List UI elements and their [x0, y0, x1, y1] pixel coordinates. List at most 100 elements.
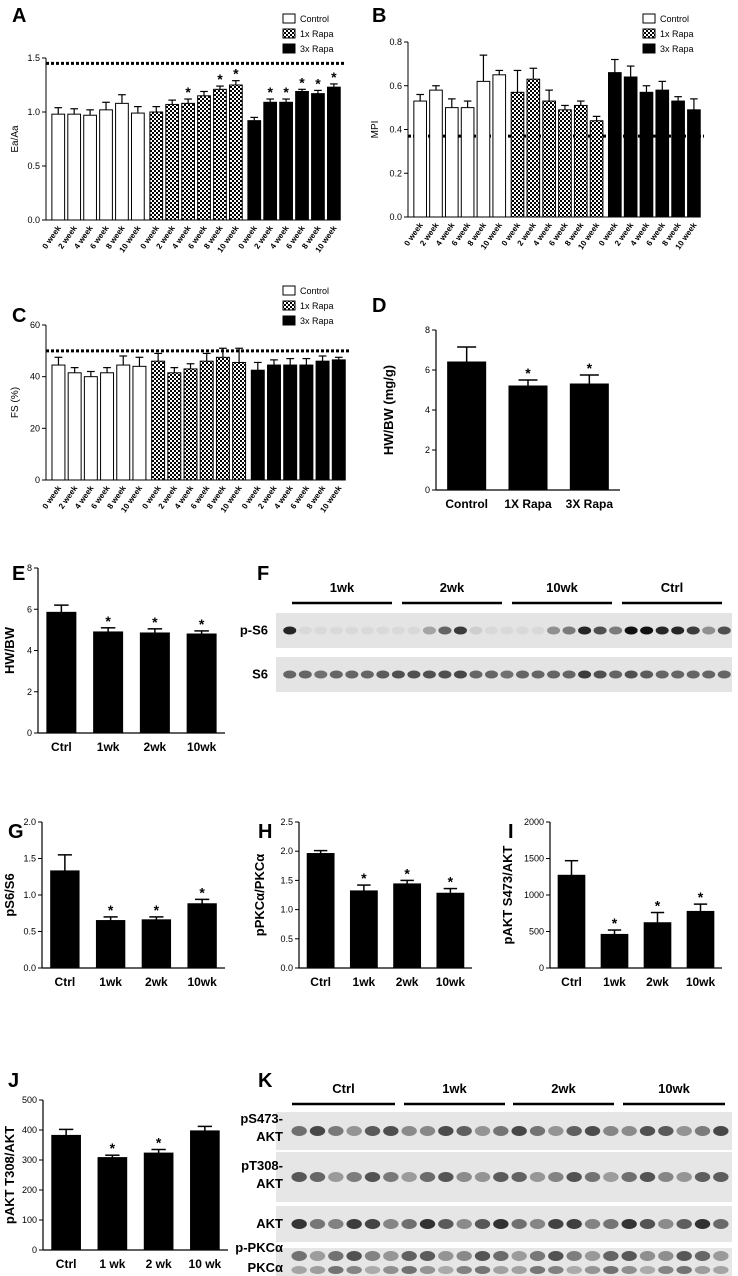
blot-band: [603, 1266, 619, 1274]
x-tick-label: 2wk: [144, 740, 167, 754]
y-tick-label: 2000: [524, 817, 544, 827]
blot-band: [438, 626, 452, 635]
bar: [213, 88, 227, 221]
legend-label: Control: [660, 14, 689, 24]
y-tick-label: 0.8: [389, 37, 402, 47]
blot-band: [676, 1219, 692, 1229]
bar: [181, 102, 195, 221]
bar: [165, 103, 180, 221]
blot-row-label: p-S6: [240, 623, 268, 638]
blot-strip: [276, 1264, 732, 1276]
bar: [608, 72, 622, 218]
blot-band: [584, 1219, 601, 1229]
y-tick-label: 1000: [524, 890, 544, 900]
y-axis-label: pAKT T308/AKT: [2, 1126, 17, 1224]
blot-band: [456, 1219, 472, 1229]
blot-band: [584, 1251, 601, 1261]
legend-swatch-white: [282, 285, 296, 296]
bar: [50, 870, 80, 969]
bar: [671, 100, 685, 218]
bar: [267, 364, 281, 481]
panel-letter-K: K: [258, 1070, 273, 1092]
blot-band: [658, 1172, 674, 1182]
y-tick-label: 2.5: [280, 817, 293, 827]
blot-band: [547, 626, 561, 635]
blot-band: [548, 1172, 564, 1182]
bar: [569, 383, 609, 491]
blot-band: [584, 1126, 601, 1136]
y-tick-label: 100: [22, 1215, 37, 1225]
y-tick-label: 4: [27, 646, 32, 656]
blot-band: [419, 1266, 436, 1274]
blot-row-label: AKT: [256, 1129, 283, 1144]
blot-band: [309, 1219, 326, 1229]
bar: [589, 120, 604, 218]
y-tick-label: 1.5: [23, 854, 36, 864]
bar: [263, 101, 278, 221]
blot-band: [474, 1172, 491, 1182]
blot-band: [686, 626, 700, 635]
blot-band: [671, 626, 685, 635]
legend-label: Control: [300, 14, 329, 24]
y-tick-label: 6: [425, 365, 430, 375]
blot-band: [603, 1251, 619, 1261]
significance-star: *: [154, 902, 160, 918]
blot-band: [658, 1266, 674, 1274]
blot-group-label: Ctrl: [661, 580, 683, 595]
bar: [199, 360, 214, 481]
blot-band: [676, 1266, 692, 1274]
bar: [116, 364, 131, 481]
blot-band: [603, 1172, 619, 1182]
y-tick-label: 40: [30, 372, 40, 382]
blot-band: [562, 626, 576, 635]
blot-band: [328, 1126, 344, 1136]
x-tick-label: 10wk: [436, 975, 466, 989]
bar: [151, 360, 166, 481]
blot-band: [621, 1219, 637, 1229]
blot-band: [621, 1251, 637, 1261]
blot-band: [640, 670, 654, 679]
y-tick-label: 2.0: [280, 846, 293, 856]
blot-band: [383, 1219, 399, 1229]
blot-band: [531, 626, 545, 635]
blot-band: [364, 1172, 381, 1182]
blot-band: [566, 1251, 582, 1261]
significance-star: *: [110, 1140, 116, 1156]
blot-band: [364, 1126, 381, 1136]
bar: [46, 611, 77, 734]
significance-star: *: [217, 71, 223, 87]
blot-band: [713, 1219, 729, 1229]
panel-letter-F: F: [257, 563, 269, 585]
blot-band: [283, 626, 297, 635]
blot-band: [676, 1251, 692, 1261]
y-tick-label: 4: [425, 405, 430, 415]
blot-band: [474, 1126, 491, 1136]
bar: [186, 633, 217, 734]
blot-band: [328, 1219, 344, 1229]
blot-band: [453, 626, 467, 635]
blot-band: [621, 1126, 637, 1136]
blot-band: [717, 626, 731, 635]
blot-band: [360, 670, 374, 679]
y-tick-label: 0.0: [27, 215, 40, 225]
blot-band: [391, 626, 405, 635]
blot-band: [548, 1126, 564, 1136]
y-tick-label: 8: [425, 325, 430, 335]
blot-band: [401, 1219, 417, 1229]
blot-band: [438, 670, 452, 679]
blot-band: [676, 1172, 692, 1182]
bar: [247, 120, 262, 221]
blot-band: [640, 626, 654, 635]
blot-band: [291, 1251, 307, 1261]
blot-band: [529, 1126, 546, 1136]
legend-label: 3x Rapa: [660, 44, 694, 54]
y-tick-label: 0: [425, 485, 430, 495]
blot-band: [346, 1266, 362, 1274]
blot-band: [484, 626, 498, 635]
blot-band: [578, 670, 592, 679]
blot-band: [401, 1251, 417, 1261]
bar: [149, 111, 164, 221]
y-tick-label: 200: [22, 1185, 37, 1195]
blot-band: [593, 670, 607, 679]
